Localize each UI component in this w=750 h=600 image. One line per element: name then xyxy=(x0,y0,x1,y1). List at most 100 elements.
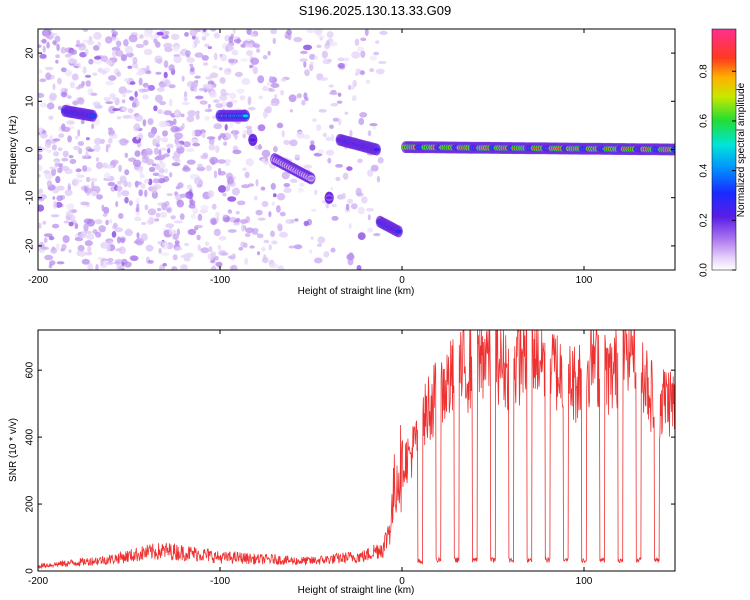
snr-plot: -200 -100 0 100 0 200 400 600 Height of straig… xyxy=(8,329,676,596)
spectral-speck xyxy=(156,207,162,212)
spectral-speck xyxy=(224,124,228,131)
spectral-speck xyxy=(239,95,246,101)
spectral-speck xyxy=(213,99,220,103)
spectral-speck xyxy=(247,96,252,104)
x-tick-label: 100 xyxy=(576,275,593,286)
spectral-speck xyxy=(64,189,73,197)
spectral-speck xyxy=(124,196,129,204)
spectral-speck xyxy=(161,242,169,250)
spectral-speck xyxy=(202,152,209,158)
spectral-speck xyxy=(360,37,367,42)
spectral-speck xyxy=(197,244,201,251)
spectral-speck xyxy=(197,163,203,168)
spectral-speck xyxy=(299,182,305,187)
x-tick-label: 0 xyxy=(399,576,405,587)
spectral-speck xyxy=(68,221,74,227)
spectral-speck xyxy=(276,193,286,201)
spectral-speck xyxy=(231,253,236,259)
spectral-speck xyxy=(263,239,270,244)
spectral-speck xyxy=(82,29,89,32)
spectral-speck xyxy=(330,134,335,142)
spectral-speck xyxy=(271,201,275,206)
spectral-speck xyxy=(181,101,191,106)
spectral-speck xyxy=(155,163,161,170)
spectral-speck xyxy=(109,219,113,224)
spectral-speck xyxy=(192,43,196,49)
spectral-speck xyxy=(85,151,89,159)
spectral-speck xyxy=(232,187,240,196)
colorbar-label: Normalized spectral amplitude xyxy=(736,82,747,217)
spectral-speck xyxy=(174,137,180,145)
spectral-speck xyxy=(219,77,226,84)
spectral-speck xyxy=(330,102,338,107)
spectral-speck xyxy=(314,189,318,196)
spectral-speck xyxy=(57,77,62,85)
spectral-speck xyxy=(38,204,45,212)
spectral-speck xyxy=(179,213,185,221)
snr-frame xyxy=(37,329,676,572)
spectral-speck xyxy=(128,34,138,43)
spectral-speck xyxy=(110,159,119,165)
spectral-speck xyxy=(200,204,209,211)
spectral-speck xyxy=(232,149,242,155)
spectral-speck xyxy=(190,66,195,72)
spectral-speck xyxy=(194,52,204,58)
spectral-speck xyxy=(85,176,91,183)
spectral-speck xyxy=(131,102,137,108)
spectral-speck xyxy=(375,68,385,75)
spectral-speck xyxy=(328,91,338,96)
spectral-speck xyxy=(318,109,327,113)
spectral-speck xyxy=(304,96,309,102)
spectral-speck xyxy=(303,220,309,227)
spectral-speck xyxy=(113,222,118,228)
spectral-speck xyxy=(325,202,329,209)
spectral-speck xyxy=(257,217,266,221)
spectral-speck xyxy=(105,219,109,226)
spectral-speck xyxy=(367,130,372,137)
spectral-speck xyxy=(137,68,145,75)
spectral-speck xyxy=(364,29,369,36)
spectral-speck xyxy=(269,75,273,83)
spectral-speck xyxy=(185,252,194,258)
spectral-speck xyxy=(43,30,49,36)
spectral-speck xyxy=(50,214,60,218)
spectral-speck xyxy=(61,91,68,98)
spectral-speck xyxy=(111,29,116,34)
spectral-speck xyxy=(209,156,219,165)
spectral-speck xyxy=(108,137,113,144)
spectral-speck xyxy=(88,262,92,270)
spectral-speck xyxy=(63,220,70,224)
spectral-speck xyxy=(158,174,165,178)
spectral-speck xyxy=(335,164,344,168)
spectral-speck xyxy=(367,227,374,233)
spectral-speck xyxy=(74,135,79,140)
spectral-speck xyxy=(319,37,323,41)
spectral-speck xyxy=(155,135,161,143)
spectral-speck xyxy=(173,55,182,64)
spectral-speck xyxy=(346,253,355,261)
spectral-speck xyxy=(155,71,162,75)
spectral-speck xyxy=(69,81,76,89)
spectral-speck xyxy=(57,105,62,111)
y-tick-label: 20 xyxy=(25,47,36,59)
spectral-speck xyxy=(38,241,45,249)
spectral-speck xyxy=(119,237,126,244)
spectral-speck xyxy=(45,66,54,71)
spectral-speck xyxy=(185,148,195,153)
spectral-speck xyxy=(55,201,63,208)
spectral-speck xyxy=(44,254,53,261)
spectral-speck xyxy=(108,105,116,114)
spectral-speck xyxy=(130,255,139,261)
spectral-speck xyxy=(101,204,105,212)
spectral-speck xyxy=(103,97,111,101)
spectral-speck xyxy=(290,178,298,183)
spectral-speck xyxy=(248,106,256,111)
spectral-speck xyxy=(240,219,248,224)
spectral-speck xyxy=(170,215,176,220)
spectral-speck xyxy=(115,201,119,208)
spectral-speck xyxy=(304,69,310,77)
spectral-speck xyxy=(204,32,210,37)
x-tick-label: 0 xyxy=(399,275,405,286)
spectral-speck xyxy=(329,41,338,47)
